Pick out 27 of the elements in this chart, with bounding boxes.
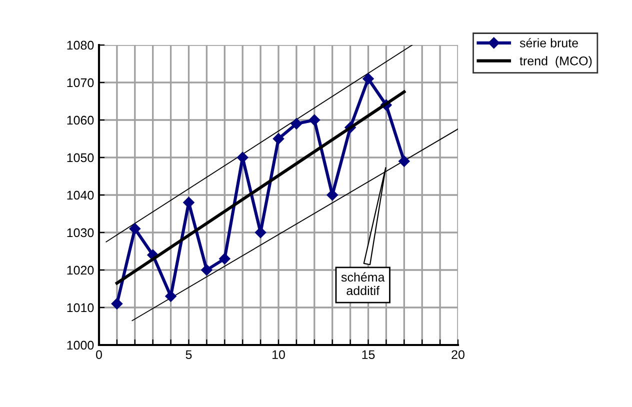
legend-label: série brute xyxy=(520,38,578,48)
y-tick-label: 1000 xyxy=(67,340,94,350)
point xyxy=(398,156,410,167)
x-tick-label: 10 xyxy=(272,350,285,360)
x-tick-label: 5 xyxy=(186,350,192,360)
legend-label: trend (MCO) xyxy=(520,56,592,68)
x-tick-label: 15 xyxy=(362,350,375,360)
y-tick-label: 1050 xyxy=(67,153,94,162)
point xyxy=(290,118,302,130)
y-tick-label: 1040 xyxy=(67,190,94,200)
point xyxy=(201,264,212,276)
point xyxy=(111,298,123,310)
y-tick-label: 1080 xyxy=(67,40,94,50)
point xyxy=(219,253,230,264)
y-tick-label: 1060 xyxy=(67,116,94,125)
y-tick-label: 1010 xyxy=(67,303,94,312)
point xyxy=(272,133,284,144)
annotation: schéma additif xyxy=(341,272,385,296)
point xyxy=(308,114,320,126)
point xyxy=(129,223,141,234)
x-tick-label: 20 xyxy=(452,350,464,360)
x-tick-label: 0 xyxy=(96,350,102,360)
point xyxy=(165,290,176,302)
point xyxy=(362,73,374,84)
y-tick-label: 1020 xyxy=(67,266,94,275)
y-tick-label: 1030 xyxy=(67,228,94,238)
y-tick-label: 1070 xyxy=(67,78,94,88)
